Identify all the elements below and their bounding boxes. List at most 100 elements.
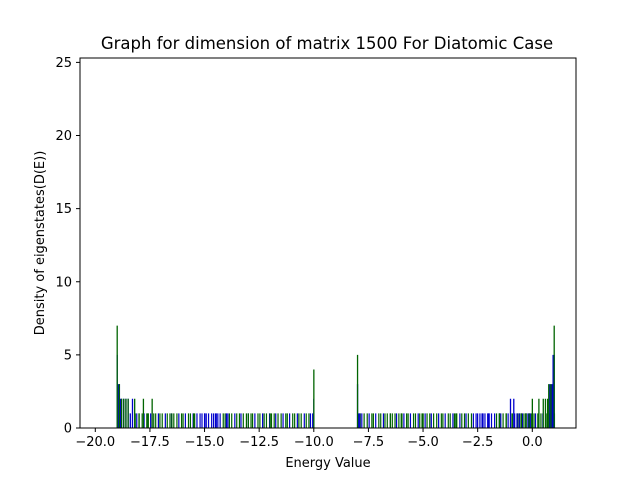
- bar: [275, 413, 277, 428]
- bar: [409, 413, 412, 428]
- bar: [155, 413, 157, 428]
- bar: [477, 413, 479, 428]
- bar: [219, 413, 221, 428]
- bar: [196, 413, 198, 428]
- bar-series-2: [550, 384, 552, 428]
- bar: [153, 413, 155, 428]
- bar: [166, 413, 168, 428]
- bar-series-2: [269, 413, 271, 428]
- bar-series-1: [516, 413, 518, 428]
- bar-series-2: [356, 354, 359, 428]
- bar-series-2: [538, 398, 540, 428]
- bar: [298, 413, 300, 428]
- bar: [189, 413, 192, 428]
- bar: [136, 413, 138, 428]
- bar: [378, 413, 380, 428]
- bar: [479, 413, 481, 428]
- x-tick-label: −20.0: [75, 435, 115, 450]
- bar: [207, 413, 210, 428]
- bar: [442, 413, 444, 428]
- bar: [502, 413, 504, 428]
- bar: [366, 413, 368, 428]
- bar: [500, 413, 502, 428]
- bar: [467, 413, 469, 428]
- x-tick-label: −10.0: [294, 435, 334, 450]
- bar: [262, 413, 264, 428]
- bar-series-2: [134, 398, 136, 428]
- y-tick-label: 15: [55, 202, 72, 217]
- x-tick-label: −2.5: [462, 435, 494, 450]
- bar-series-2: [531, 398, 533, 428]
- bar: [380, 413, 382, 428]
- bar-series-2: [118, 384, 121, 428]
- bar-series-2: [455, 413, 457, 428]
- bar: [259, 413, 261, 428]
- bar: [254, 413, 256, 428]
- bar: [227, 413, 229, 428]
- bar: [368, 413, 370, 428]
- bar-series-1: [129, 413, 131, 428]
- bar-series-2: [123, 398, 125, 428]
- bar: [212, 413, 215, 428]
- bar: [456, 413, 458, 428]
- bar-series-2: [525, 413, 527, 428]
- bar-series-2: [193, 413, 195, 428]
- bar: [495, 413, 498, 428]
- bar-series-1: [513, 398, 515, 428]
- bar: [257, 413, 259, 428]
- bar-series-2: [542, 398, 544, 428]
- bar: [444, 413, 446, 428]
- bar-series-1: [527, 413, 529, 428]
- bar: [303, 413, 305, 428]
- bar-series-2: [422, 413, 424, 428]
- bar: [296, 413, 298, 428]
- bar: [414, 413, 417, 428]
- bar: [184, 413, 186, 428]
- bar: [309, 413, 312, 428]
- bar: [537, 413, 539, 428]
- bar: [361, 413, 363, 428]
- bar-series-2: [548, 384, 550, 428]
- bar: [236, 413, 238, 428]
- bar-series-2: [520, 413, 523, 428]
- bar: [222, 413, 224, 428]
- bar: [470, 413, 473, 428]
- bar: [211, 413, 213, 428]
- bar: [182, 413, 184, 428]
- bars-group: [116, 325, 556, 428]
- bar: [463, 413, 466, 428]
- bar: [242, 413, 244, 428]
- bar: [507, 413, 509, 428]
- bar-series-2: [389, 413, 391, 428]
- bar: [426, 413, 428, 428]
- bar: [487, 413, 489, 428]
- bar: [433, 413, 435, 428]
- bar: [363, 413, 365, 428]
- bar: [187, 413, 190, 428]
- y-tick-label: 10: [55, 275, 72, 290]
- x-tick-label: −12.5: [239, 435, 279, 450]
- bar: [250, 413, 252, 428]
- bar: [289, 413, 291, 428]
- bar: [523, 413, 525, 428]
- bar-series-2: [171, 413, 173, 428]
- bar: [146, 413, 148, 428]
- bar-series-1: [529, 413, 531, 428]
- bar-series-1: [357, 413, 360, 428]
- bar: [228, 413, 230, 428]
- bar: [530, 413, 532, 428]
- bar: [475, 413, 477, 428]
- x-axis: −20.0 −17.5 −15.0 −12.5 −10.0 −7.5 −5.0 −2.5 0.0: [75, 428, 543, 450]
- bar: [157, 413, 159, 428]
- bar-series-1: [119, 398, 122, 428]
- bar-series-1: [509, 398, 512, 428]
- bar: [305, 413, 307, 428]
- bar: [205, 413, 207, 428]
- bar: [540, 413, 542, 428]
- bar: [517, 413, 519, 428]
- bar: [398, 413, 400, 428]
- bar: [382, 413, 385, 428]
- bar-series-2: [400, 413, 402, 428]
